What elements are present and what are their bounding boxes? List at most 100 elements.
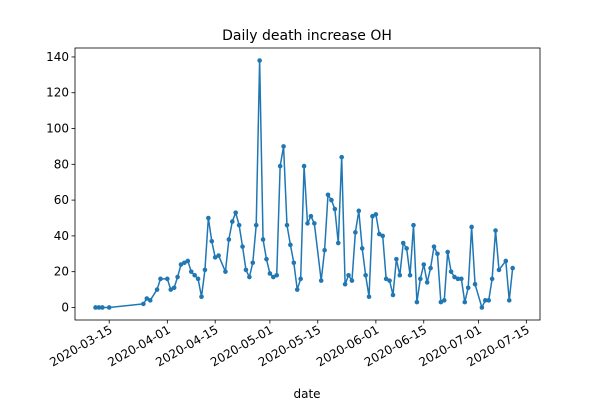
data-point xyxy=(510,265,515,271)
data-point xyxy=(414,299,420,305)
data-point xyxy=(465,285,471,291)
data-point xyxy=(106,305,112,310)
chart-title: Daily death increase OH xyxy=(222,28,392,44)
data-point xyxy=(168,287,174,292)
y-tick-label: 60 xyxy=(54,193,69,207)
y-tick-label: 140 xyxy=(46,50,69,64)
data-point xyxy=(322,247,327,253)
data-point xyxy=(370,213,375,219)
data-point xyxy=(281,144,286,149)
data-point xyxy=(312,221,317,226)
x-axis-label: date xyxy=(293,387,320,400)
data-point xyxy=(407,272,413,278)
data-point xyxy=(291,260,297,266)
data-point xyxy=(212,255,218,260)
data-point xyxy=(435,251,440,257)
data-point xyxy=(349,278,355,283)
data-point xyxy=(202,267,208,273)
data-point xyxy=(335,240,341,246)
data-point xyxy=(141,301,146,307)
data-point xyxy=(394,256,399,262)
data-point xyxy=(363,272,368,278)
data-point xyxy=(356,208,362,214)
data-point xyxy=(274,272,280,278)
y-tick-label: 100 xyxy=(46,122,69,136)
data-point xyxy=(305,221,310,226)
data-point xyxy=(288,242,293,248)
data-point xyxy=(462,299,468,305)
data-point xyxy=(472,281,478,287)
data-point xyxy=(100,305,105,310)
data-point xyxy=(455,276,461,282)
data-point xyxy=(332,206,338,212)
data-point xyxy=(496,267,502,273)
data-point xyxy=(493,228,498,233)
y-tick-label: 40 xyxy=(54,229,69,243)
y-tick-label: 0 xyxy=(61,300,69,314)
data-point xyxy=(257,58,262,63)
series-layer xyxy=(93,58,515,310)
data-point xyxy=(448,269,454,274)
data-point xyxy=(236,222,242,228)
data-point xyxy=(298,276,303,282)
data-point xyxy=(284,222,290,228)
data-point xyxy=(421,262,427,267)
data-point xyxy=(195,276,201,282)
data-point xyxy=(479,305,485,310)
data-point xyxy=(359,246,365,251)
data-point xyxy=(199,294,204,300)
data-point xyxy=(503,258,509,264)
data-point xyxy=(441,298,447,303)
data-point xyxy=(339,154,344,160)
data-point xyxy=(342,281,348,287)
data-point xyxy=(469,224,474,230)
data-point xyxy=(383,276,389,282)
data-point xyxy=(226,237,232,242)
data-point xyxy=(209,238,215,244)
data-point xyxy=(264,256,269,262)
data-point xyxy=(400,240,406,246)
data-point xyxy=(318,278,324,283)
data-point xyxy=(253,222,259,228)
data-point xyxy=(206,215,211,221)
data-point xyxy=(366,294,372,300)
data-point xyxy=(175,274,180,280)
data-point xyxy=(216,253,221,258)
data-point xyxy=(165,276,170,282)
data-point xyxy=(486,298,492,303)
data-point xyxy=(96,305,102,310)
data-point xyxy=(377,231,382,237)
data-point xyxy=(277,163,283,169)
data-point xyxy=(301,163,307,169)
y-tick-label: 120 xyxy=(46,86,69,100)
data-point xyxy=(182,260,187,266)
data-point xyxy=(223,269,228,274)
data-point xyxy=(178,262,184,267)
data-point xyxy=(459,276,464,282)
data-point xyxy=(489,276,495,282)
data-point xyxy=(404,246,409,251)
y-tick-label: 80 xyxy=(54,157,69,171)
data-point xyxy=(418,276,423,282)
plot-area-frame xyxy=(74,47,541,321)
data-point xyxy=(294,287,300,292)
data-point xyxy=(154,287,160,292)
data-point xyxy=(308,213,314,219)
data-point xyxy=(325,192,331,198)
data-point xyxy=(411,222,416,228)
data-point xyxy=(233,210,238,215)
data-point xyxy=(93,305,98,310)
data-point xyxy=(185,258,191,264)
data-point xyxy=(424,280,430,285)
x-axis: 2020-03-152020-04-012020-04-152020-05-01… xyxy=(47,320,532,369)
data-point xyxy=(271,274,276,280)
data-point xyxy=(243,267,249,273)
y-tick-label: 20 xyxy=(54,265,69,279)
data-point xyxy=(267,271,273,276)
data-point xyxy=(380,233,386,239)
data-point xyxy=(144,296,150,301)
data-point xyxy=(346,272,351,278)
data-point xyxy=(247,274,252,280)
data-point xyxy=(229,219,235,224)
